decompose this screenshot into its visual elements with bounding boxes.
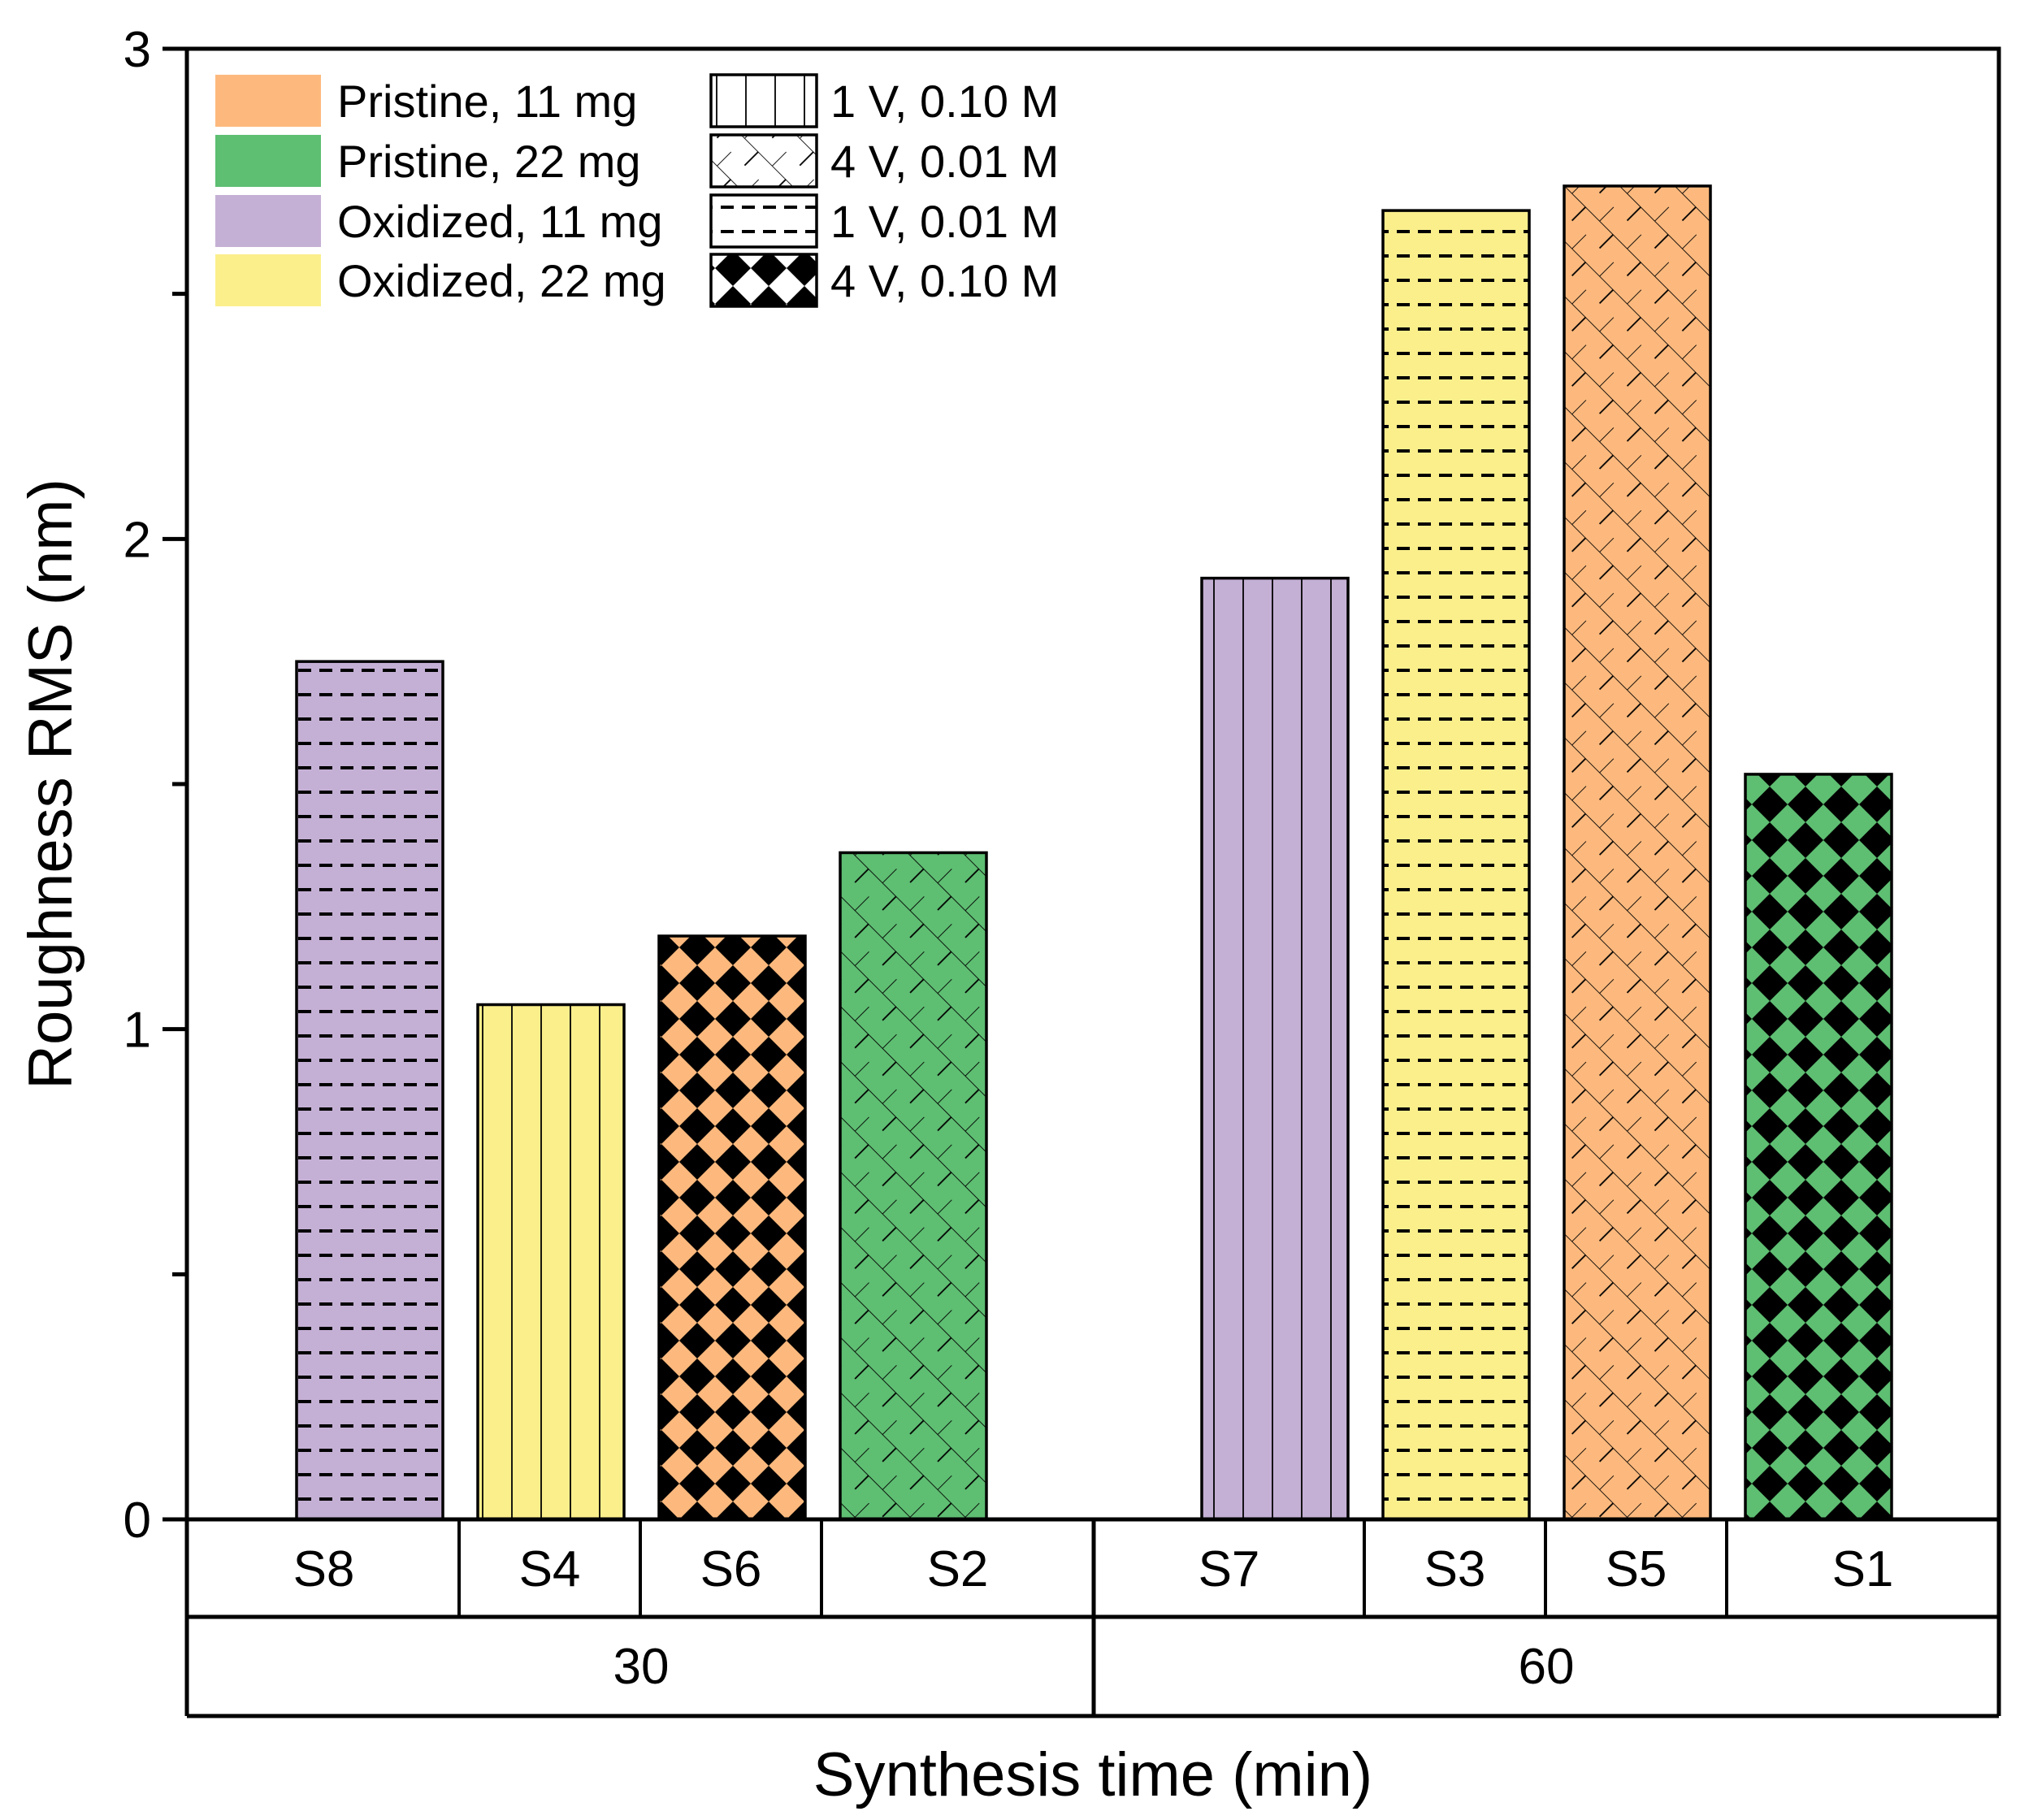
bar-pattern [1381, 209, 1531, 1521]
bar-s3 [1381, 209, 1531, 1521]
legend-swatch-pattern [709, 73, 818, 128]
legend-label-pattern: 1 V, 0.10 M [830, 76, 1059, 127]
bar-s6 [657, 934, 807, 1521]
legend-label-fill: Oxidized, 11 mg [337, 196, 662, 247]
y-tick-label: 1 [124, 1003, 151, 1059]
bar-pattern [476, 1003, 626, 1521]
category-table: S8 S4 S6 S2 30 S7 S3 S5 S1 60 [184, 1519, 2001, 1718]
y-tick-label: 3 [124, 22, 151, 78]
bars-layer [295, 184, 1893, 1521]
group-label-60: 60 [1519, 1639, 1575, 1695]
category-label-s5: S5 [1606, 1541, 1667, 1597]
bar-s4 [476, 1003, 626, 1521]
legend-label-fill: Pristine, 11 mg [337, 76, 637, 127]
x-axis-title: Synthesis time (min) [813, 1740, 1372, 1809]
bar-pattern [1563, 184, 1712, 1521]
legend-swatch-pattern [709, 253, 818, 308]
category-label-s8: S8 [293, 1541, 355, 1597]
y-tick-label: 0 [124, 1493, 151, 1549]
bar-pattern [657, 934, 807, 1521]
category-label-s7: S7 [1199, 1541, 1260, 1597]
category-label-s3: S3 [1424, 1541, 1486, 1597]
legend-swatch-fill [215, 254, 321, 306]
category-label-s2: S2 [927, 1541, 989, 1597]
legend-swatch-fill [215, 195, 321, 247]
legend-swatch-pattern [709, 133, 818, 188]
bar-pattern [1744, 773, 1893, 1521]
category-label-s1: S1 [1832, 1541, 1894, 1597]
legend-label-fill: Pristine, 22 mg [337, 136, 641, 187]
bar-s8 [295, 660, 444, 1521]
bar-pattern [1200, 576, 1350, 1521]
legend-label-pattern: 1 V, 0.01 M [830, 196, 1059, 247]
bar-pattern [295, 660, 444, 1521]
legend-label-pattern: 4 V, 0.10 M [830, 255, 1059, 306]
bar-s1 [1744, 773, 1893, 1521]
group-label-30: 30 [613, 1639, 670, 1695]
legend: Pristine, 11 mg Pristine, 22 mg Oxidized, … [215, 73, 1059, 308]
legend-swatch-fill [215, 75, 321, 127]
legend-label-pattern: 4 V, 0.01 M [830, 136, 1059, 187]
y-tick-label: 2 [124, 512, 151, 568]
legend-swatch-fill [215, 135, 321, 187]
y-axis-title: Roughness RMS (nm) [16, 479, 85, 1090]
bar-pattern [839, 851, 988, 1521]
bar-s5 [1563, 184, 1712, 1521]
legend-label-fill: Oxidized, 22 mg [337, 255, 666, 306]
bar-s7 [1200, 576, 1350, 1521]
legend-swatch-pattern [709, 193, 818, 249]
y-axis: 0 1 2 3 [124, 22, 187, 1549]
bar-s2 [839, 851, 988, 1521]
category-label-s4: S4 [519, 1541, 581, 1597]
category-label-s6: S6 [700, 1541, 762, 1597]
